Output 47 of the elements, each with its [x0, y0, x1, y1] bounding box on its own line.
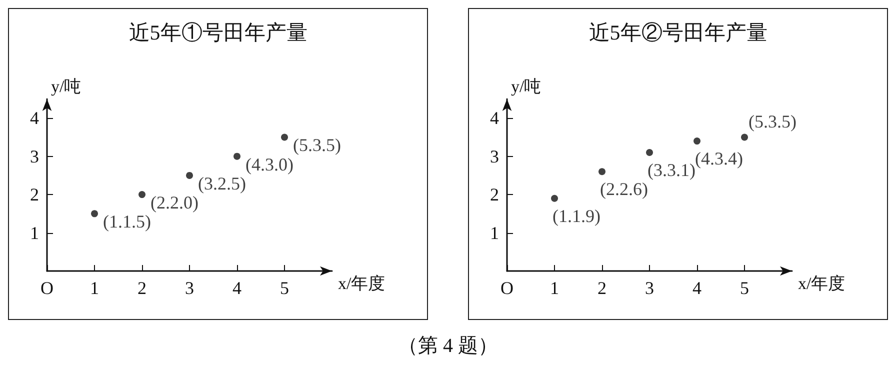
point	[138, 191, 146, 198]
x-tick-label: 2	[598, 278, 606, 298]
x-tick-label: O	[40, 278, 54, 298]
x-tick-label: 1	[550, 278, 559, 298]
data-label: (4.3.4)	[695, 148, 743, 169]
x-tick-label: 5	[280, 278, 289, 298]
y-tick-label: 2	[30, 184, 39, 205]
x-tick-label: O	[500, 278, 514, 298]
y-axis-title: y/吨	[51, 77, 82, 96]
x-tick-label: 4	[232, 278, 242, 298]
point	[186, 172, 193, 179]
text: （第 4 题）	[397, 334, 499, 359]
x-axis-title: x/年度	[338, 274, 386, 293]
data-label: (3.2.5)	[198, 173, 246, 194]
data-label: (1.1.9)	[552, 206, 600, 226]
chart-title: 近5年①号田年产量	[128, 20, 308, 44]
y-tick-label: 2	[490, 184, 499, 205]
x-tick-label: 3	[185, 278, 194, 298]
x-axis-title: x/年度	[798, 274, 846, 293]
y-tick-label: 3	[30, 146, 39, 166]
x-tick-label: 4	[692, 278, 702, 298]
y-tick-label: 1	[490, 222, 499, 243]
point	[741, 134, 748, 141]
x-tick-label: 5	[740, 278, 749, 298]
data-label: (4.3.0)	[246, 154, 294, 174]
data-label: (5.3.5)	[748, 112, 796, 132]
data-label: (2.2.6)	[600, 179, 648, 200]
y-axis-title: y/吨	[511, 77, 542, 96]
data-label: (1.1.5)	[103, 212, 151, 232]
point	[646, 149, 653, 156]
point	[694, 138, 700, 145]
y-tick-label: 1	[30, 222, 39, 243]
data-label: (2.2.0)	[150, 192, 198, 213]
point	[598, 168, 606, 176]
point	[281, 134, 288, 141]
data-label: (5.3.5)	[293, 135, 341, 156]
x-tick-label: 1	[90, 278, 99, 298]
y-tick-label: 3	[490, 146, 499, 166]
point	[551, 194, 558, 202]
point	[91, 210, 98, 218]
x-tick-label: 2	[138, 278, 146, 298]
y-tick-label: 4	[30, 108, 39, 128]
data-label: (3.3.1)	[648, 160, 696, 180]
x-tick-label: 3	[645, 278, 654, 298]
y-tick-label: 4	[490, 108, 499, 128]
point	[234, 152, 240, 160]
chart-title: 近5年②号田年产量	[588, 20, 768, 44]
